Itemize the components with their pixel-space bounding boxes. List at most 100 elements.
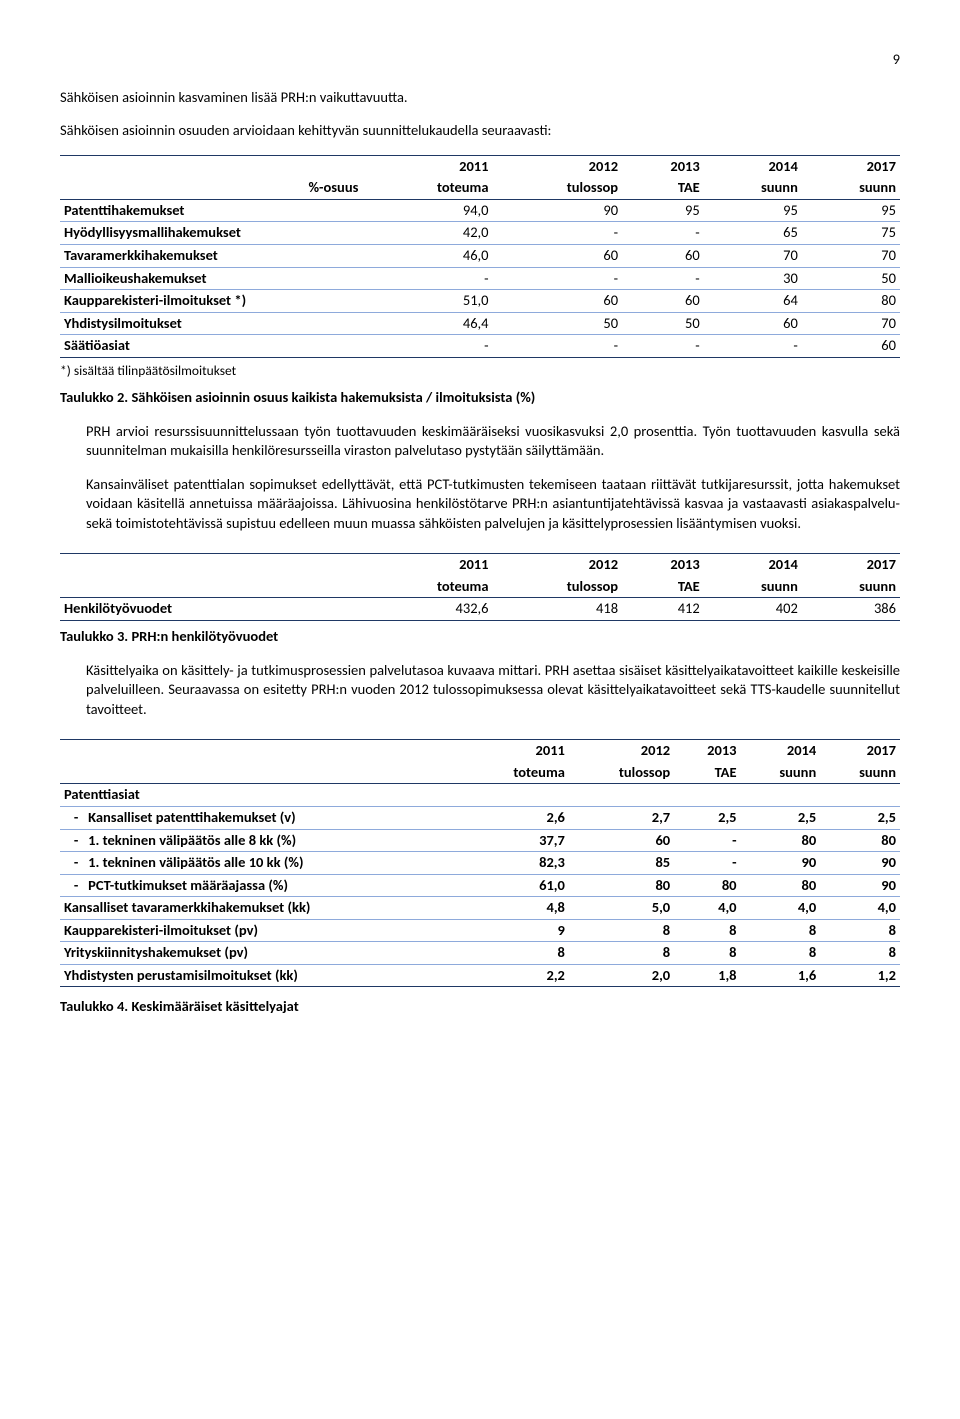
cell: 2,2 [463, 964, 569, 987]
cell: 9 [463, 919, 569, 942]
table1-caption: Taulukko 2. Sähköisen asioinnin osuus ka… [60, 388, 900, 408]
year-col: 2014 [741, 740, 821, 762]
cell: 386 [802, 598, 900, 621]
cell: 80 [741, 874, 821, 897]
cell: 80 [569, 874, 674, 897]
cell: - [622, 222, 704, 245]
row-label: Yhdistysten perustamisilmoitukset (kk) [60, 964, 463, 987]
table-row: - 1. tekninen välipäätös alle 10 kk (%)8… [60, 852, 900, 875]
row-label: Yrityskiinnityshakemukset (pv) [60, 942, 463, 965]
cell: 1,8 [674, 964, 740, 987]
year-col: 2011 [362, 554, 492, 576]
table-row: Kaupparekisteri-ilmoitukset *)51,0606064… [60, 290, 900, 313]
cell: 418 [493, 598, 623, 621]
cell: 4,8 [463, 897, 569, 920]
table-row: Mallioikeushakemukset---3050 [60, 267, 900, 290]
row-label: Yhdistysilmoitukset [60, 312, 362, 335]
row-label: Hyödyllisyysmallihakemukset [60, 222, 362, 245]
head-label: %-osuus [60, 177, 362, 199]
cell: 30 [704, 267, 802, 290]
cell: 1,2 [820, 964, 900, 987]
subhead: TAE [622, 576, 704, 598]
cell: 432,6 [362, 598, 492, 621]
cell: 60 [622, 290, 704, 313]
cell: 46,4 [362, 312, 492, 335]
table-row: Tavaramerkkihakemukset46,060607070 [60, 244, 900, 267]
cell: - [704, 335, 802, 358]
cell: - [674, 829, 740, 852]
cell: 80 [802, 290, 900, 313]
row-label: Kansalliset tavaramerkkihakemukset (kk) [60, 897, 463, 920]
year-col: 2012 [493, 155, 623, 177]
cell: 70 [802, 244, 900, 267]
year-col: 2013 [622, 554, 704, 576]
subhead: suunn [704, 177, 802, 199]
subhead: suunn [802, 576, 900, 598]
intro-line: Sähköisen asioinnin kasvaminen lisää PRH… [60, 88, 900, 108]
cell: 60 [622, 244, 704, 267]
cell: 4,0 [674, 897, 740, 920]
subhead: tulossop [493, 576, 623, 598]
table-asiointi-osuus: 2011 2012 2013 2014 2017 %-osuus toteuma… [60, 155, 900, 358]
cell: 8 [741, 919, 821, 942]
cell: 80 [741, 829, 821, 852]
cell: 8 [569, 942, 674, 965]
table-row: Yrityskiinnityshakemukset (pv)88888 [60, 942, 900, 965]
cell: 61,0 [463, 874, 569, 897]
year-col: 2014 [704, 155, 802, 177]
table-row: Hyödyllisyysmallihakemukset42,0--6575 [60, 222, 900, 245]
year-col: 2014 [704, 554, 802, 576]
subhead: tulossop [569, 762, 674, 784]
cell: 8 [674, 919, 740, 942]
para1: PRH arvioi resurssisuunnittelussaan työn… [86, 422, 900, 461]
cell: - [622, 335, 704, 358]
table-row: Patenttihakemukset94,090959595 [60, 199, 900, 222]
table-row: Henkilötyövuodet 432,6 418 412 402 386 [60, 598, 900, 621]
cell: 60 [802, 335, 900, 358]
subhead: suunn [704, 576, 802, 598]
cell: - [362, 335, 492, 358]
year-col: 2012 [569, 740, 674, 762]
cell: 82,3 [463, 852, 569, 875]
cell: 8 [820, 942, 900, 965]
table-row: Yhdistysten perustamisilmoitukset (kk)2,… [60, 964, 900, 987]
row-label: - 1. tekninen välipäätös alle 10 kk (%) [60, 852, 463, 875]
year-col: 2012 [493, 554, 623, 576]
para2: Kansainväliset patenttialan sopimukset e… [86, 475, 900, 534]
cell: - [622, 267, 704, 290]
cell: 2,0 [569, 964, 674, 987]
subhead: toteuma [362, 177, 492, 199]
table-row: Kansalliset tavaramerkkihakemukset (kk)4… [60, 897, 900, 920]
cell: 60 [493, 290, 623, 313]
row-label: Kaupparekisteri-ilmoitukset *) [60, 290, 362, 313]
cell: 90 [741, 852, 821, 875]
subhead: TAE [674, 762, 740, 784]
subhead: toteuma [463, 762, 569, 784]
page-number: 9 [60, 50, 900, 70]
table-row: - Kansalliset patenttihakemukset (v)2,62… [60, 806, 900, 829]
cell: 75 [802, 222, 900, 245]
table1-note: *) sisältää tilinpäätösilmoitukset [60, 362, 900, 380]
cell: 90 [493, 199, 623, 222]
cell: 94,0 [362, 199, 492, 222]
subhead: suunn [802, 177, 900, 199]
cell: 60 [569, 829, 674, 852]
row-label: - 1. tekninen välipäätös alle 8 kk (%) [60, 829, 463, 852]
year-col: 2017 [802, 554, 900, 576]
cell: 85 [569, 852, 674, 875]
subhead: TAE [622, 177, 704, 199]
group-label: Patenttiasiat [60, 784, 463, 807]
cell: 50 [802, 267, 900, 290]
cell: 42,0 [362, 222, 492, 245]
row-label: Mallioikeushakemukset [60, 267, 362, 290]
subhead: tulossop [493, 177, 623, 199]
cell: 95 [802, 199, 900, 222]
cell: - [362, 267, 492, 290]
cell: 70 [802, 312, 900, 335]
year-col: 2017 [802, 155, 900, 177]
row-label: Patenttihakemukset [60, 199, 362, 222]
cell: 60 [704, 312, 802, 335]
cell: 4,0 [820, 897, 900, 920]
cell: 4,0 [741, 897, 821, 920]
table-row: Säätiöasiat----60 [60, 335, 900, 358]
